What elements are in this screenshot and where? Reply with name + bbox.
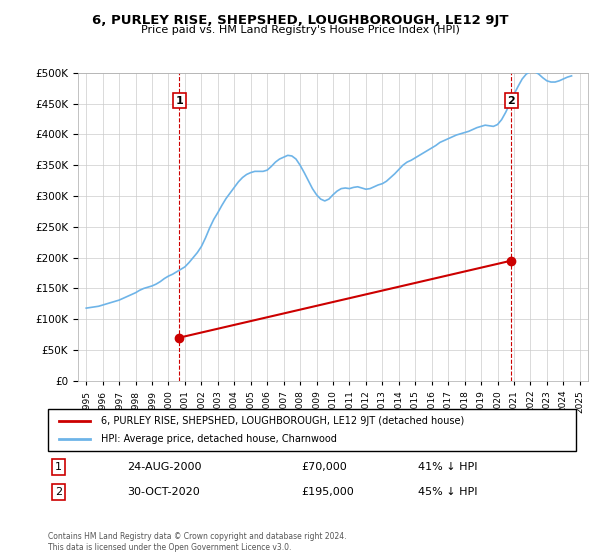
FancyBboxPatch shape xyxy=(48,409,576,451)
Text: Price paid vs. HM Land Registry's House Price Index (HPI): Price paid vs. HM Land Registry's House … xyxy=(140,25,460,35)
Text: 6, PURLEY RISE, SHEPSHED, LOUGHBOROUGH, LE12 9JT: 6, PURLEY RISE, SHEPSHED, LOUGHBOROUGH, … xyxy=(92,14,508,27)
Text: 2: 2 xyxy=(507,96,515,105)
Text: 45% ↓ HPI: 45% ↓ HPI xyxy=(418,487,477,497)
Text: 30-OCT-2020: 30-OCT-2020 xyxy=(127,487,200,497)
Text: 2: 2 xyxy=(55,487,62,497)
Text: 6, PURLEY RISE, SHEPSHED, LOUGHBOROUGH, LE12 9JT (detached house): 6, PURLEY RISE, SHEPSHED, LOUGHBOROUGH, … xyxy=(101,416,464,426)
Text: Contains HM Land Registry data © Crown copyright and database right 2024.
This d: Contains HM Land Registry data © Crown c… xyxy=(48,532,347,552)
Text: 1: 1 xyxy=(55,462,62,472)
Text: 41% ↓ HPI: 41% ↓ HPI xyxy=(418,462,477,472)
Text: £70,000: £70,000 xyxy=(301,462,347,472)
Text: 24-AUG-2000: 24-AUG-2000 xyxy=(127,462,202,472)
Text: £195,000: £195,000 xyxy=(301,487,354,497)
Text: HPI: Average price, detached house, Charnwood: HPI: Average price, detached house, Char… xyxy=(101,434,337,444)
Text: 1: 1 xyxy=(175,96,183,105)
